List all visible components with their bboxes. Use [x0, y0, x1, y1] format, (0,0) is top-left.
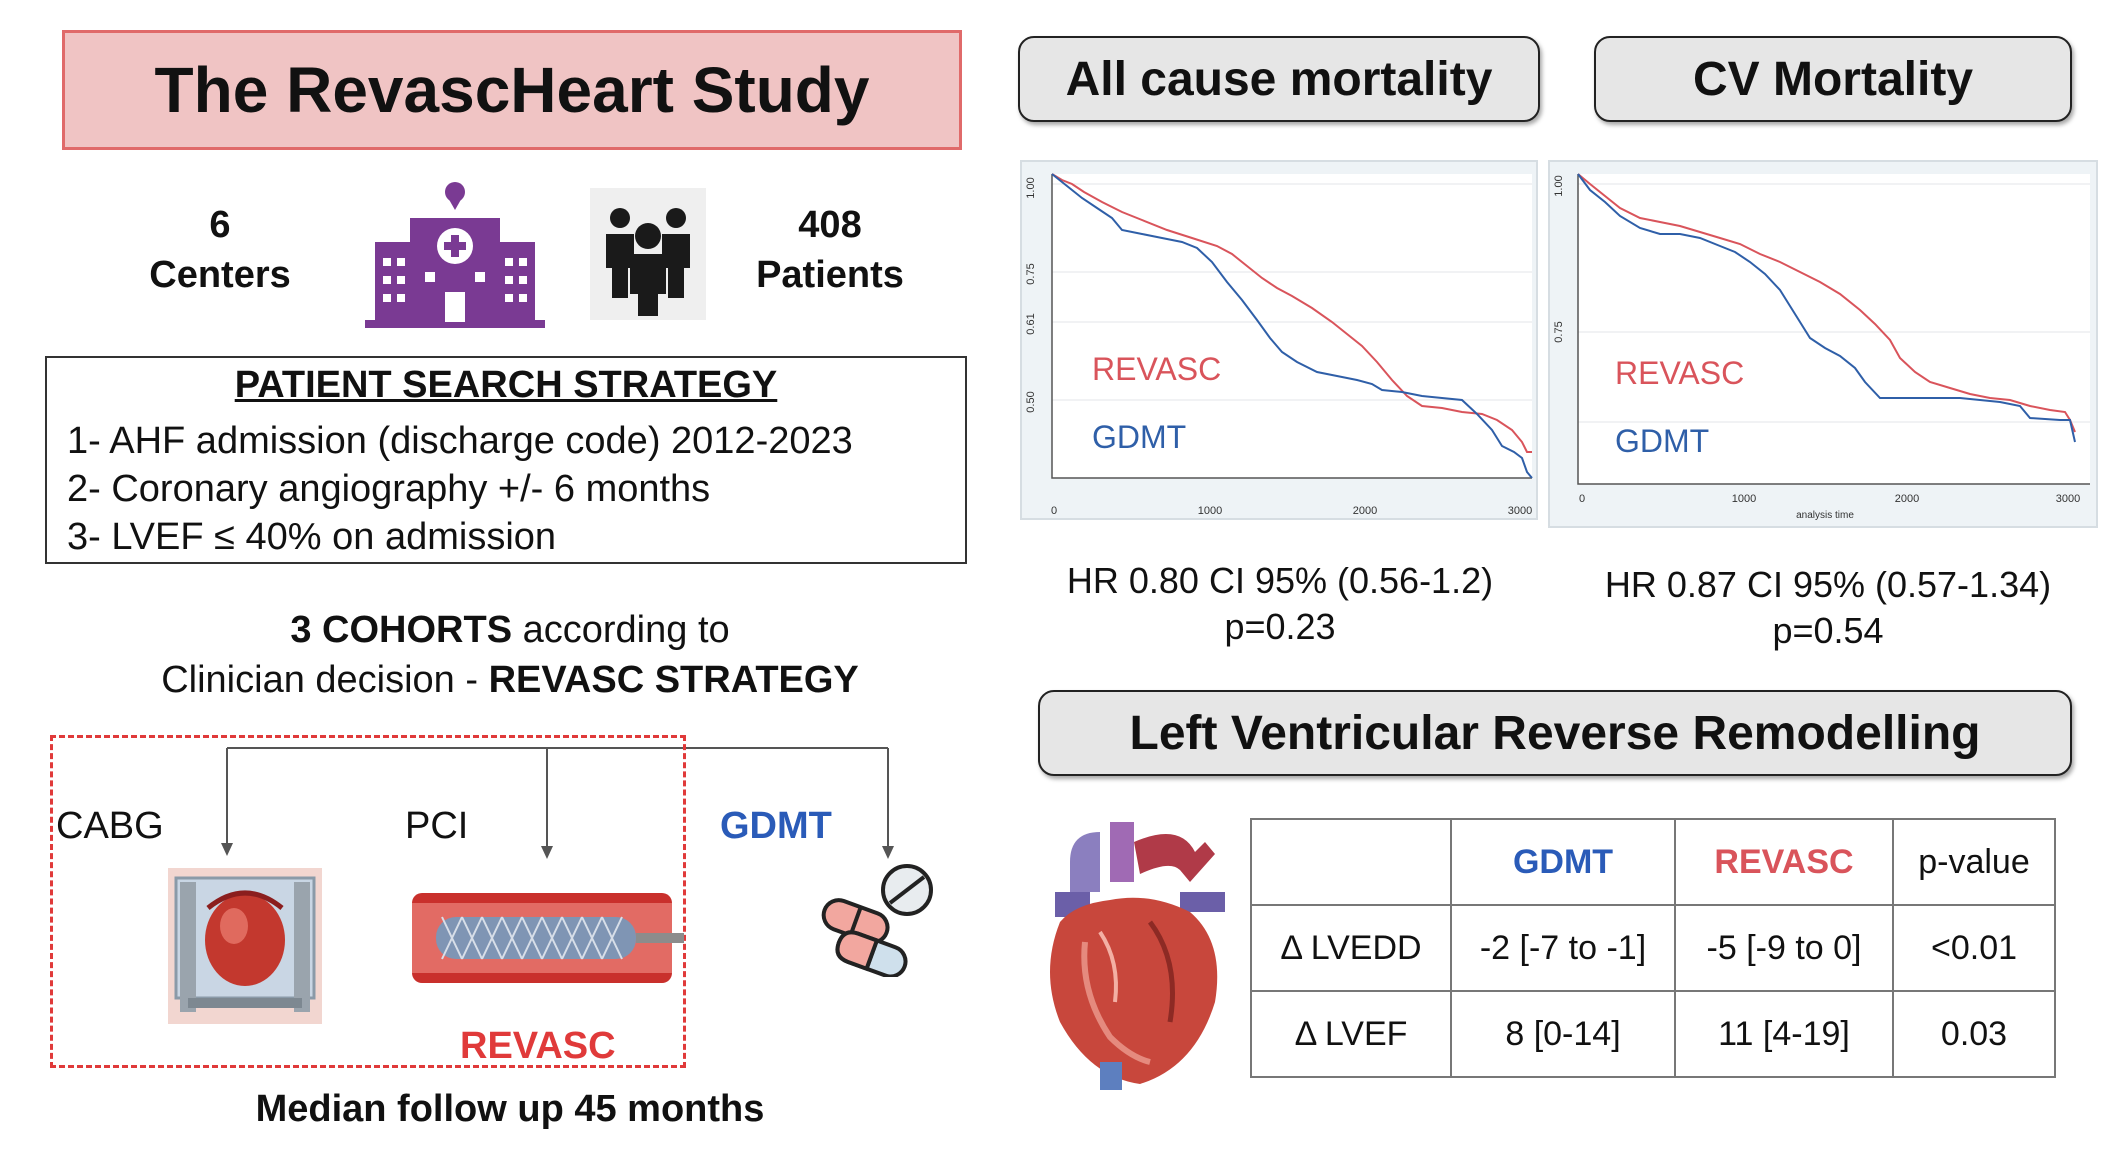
km1-ytick-3: 0.61 — [1025, 313, 1037, 334]
km1-hazard-ratio: HR 0.80 CI 95% (0.56-1.2) p=0.23 — [1000, 558, 1560, 650]
lvef-revasc: 11 [4-19] — [1674, 990, 1894, 1078]
cv-mortality-heading: CV Mortality — [1594, 36, 2072, 122]
km-plot-all-cause: 1.00 0.75 0.61 0.50 0 1000 2000 3000 REV… — [1020, 160, 1538, 520]
km2-gdmt-label: GDMT — [1615, 423, 1709, 459]
cohorts-according: according to — [512, 609, 730, 651]
km-plot-cv: 1.00 0.75 0 1000 2000 3000 analysis time… — [1548, 160, 2098, 528]
search-item-1: 1- AHF admission (discharge code) 2012-2… — [67, 420, 853, 462]
pills-icon — [821, 864, 933, 977]
stent-icon — [412, 893, 684, 983]
study-title: The RevascHeart Study — [62, 30, 962, 150]
lvedd-gdmt: -2 [-7 to -1] — [1450, 904, 1676, 992]
all-cause-mortality-heading: All cause mortality — [1018, 36, 1540, 122]
km2-hr-line: HR 0.87 CI 95% (0.57-1.34) — [1604, 564, 2052, 605]
km2-revasc-label: REVASC — [1615, 355, 1744, 391]
clinician-decision: Clinician decision - — [161, 659, 489, 701]
km2-ytick-2: 0.75 — [1553, 321, 1565, 342]
cabg-surgery-icon — [168, 868, 322, 1024]
patients-number: 408 — [798, 204, 862, 246]
revasc-cohort-label: REVASC — [460, 1025, 616, 1067]
cabg-label: CABG — [56, 805, 164, 847]
km2-xtick-4: 3000 — [2056, 493, 2080, 505]
table-header-revasc: REVASC — [1674, 818, 1894, 906]
lvef-gdmt: 8 [0-14] — [1450, 990, 1676, 1078]
lvedd-revasc: -5 [-9 to 0] — [1674, 904, 1894, 992]
lvedd-label: Δ LVEDD — [1250, 904, 1452, 992]
patients-stat: 408 Patients — [720, 200, 940, 300]
revasc-dashed-box — [50, 735, 686, 1068]
table-row: Δ LVEDD -2 [-7 to -1] -5 [-9 to 0] <0.01 — [1250, 904, 2056, 992]
km1-gdmt-curve — [1051, 173, 1533, 479]
lvef-label: Δ LVEF — [1250, 990, 1452, 1078]
lvef-pvalue: 0.03 — [1892, 990, 2056, 1078]
km1-xtick-4: 3000 — [1508, 505, 1532, 517]
cohorts-description: 3 COHORTS according to Clinician decisio… — [60, 605, 960, 705]
search-item-3: 3- LVEF ≤ 40% on admission — [67, 516, 557, 558]
search-strategy-title: PATIENT SEARCH STRATEGY — [234, 364, 778, 406]
centers-number: 6 — [209, 204, 231, 246]
km1-revasc-label: REVASC — [1092, 351, 1221, 387]
table-header-gdmt: GDMT — [1450, 818, 1676, 906]
cohorts-count: 3 COHORTS — [290, 609, 513, 651]
median-followup: Median follow up 45 months — [255, 1088, 765, 1130]
table-header-row: GDMT REVASC p-value — [1250, 818, 2056, 906]
km2-xtick-3: 2000 — [1895, 493, 1919, 505]
km2-xtick-1: 0 — [1579, 493, 1585, 505]
cohort-flow-arrows — [221, 747, 894, 859]
table-header-empty — [1250, 818, 1452, 906]
km1-gdmt-label: GDMT — [1092, 419, 1186, 455]
patients-label: Patients — [756, 254, 904, 296]
km1-ytick-4: 0.50 — [1025, 391, 1037, 412]
revasc-strategy: REVASC STRATEGY — [488, 659, 859, 701]
km1-ytick-1: 1.00 — [1025, 177, 1037, 198]
km1-revasc-curve — [1051, 173, 1532, 453]
table-row: Δ LVEF 8 [0-14] 11 [4-19] 0.03 — [1250, 990, 2056, 1078]
heart-anatomy-icon — [1030, 822, 1240, 1092]
search-item-2: 2- Coronary angiography +/- 6 months — [67, 468, 711, 510]
lvedd-pvalue: <0.01 — [1892, 904, 2056, 992]
centers-stat: 6 Centers — [120, 200, 320, 300]
km1-xtick-1: 0 — [1051, 505, 1057, 517]
km1-p-value: p=0.23 — [1224, 606, 1336, 647]
km2-xlabel: analysis time — [1796, 510, 1854, 521]
patient-search-strategy-box: PATIENT SEARCH STRATEGY 1- AHF admission… — [45, 356, 967, 564]
km1-xtick-3: 2000 — [1353, 505, 1377, 517]
lv-remodelling-heading: Left Ventricular Reverse Remodelling — [1038, 690, 2072, 776]
table-header-pvalue: p-value — [1892, 818, 2056, 906]
km2-gdmt-curve — [1577, 173, 2076, 443]
hospital-icon — [365, 182, 545, 328]
centers-label: Centers — [149, 254, 291, 296]
km2-ytick-1: 1.00 — [1553, 175, 1565, 196]
km1-hr-line: HR 0.80 CI 95% (0.56-1.2) — [1066, 560, 1494, 601]
gdmt-cohort-label: GDMT — [720, 805, 832, 847]
km2-hazard-ratio: HR 0.87 CI 95% (0.57-1.34) p=0.54 — [1568, 562, 2088, 654]
people-group-icon — [590, 188, 706, 320]
pci-label: PCI — [405, 805, 469, 847]
lv-remodelling-table: GDMT REVASC p-value Δ LVEDD -2 [-7 to -1… — [1250, 818, 2056, 1078]
km1-ytick-2: 0.75 — [1025, 263, 1037, 284]
km1-xtick-2: 1000 — [1198, 505, 1222, 517]
km2-xtick-2: 1000 — [1732, 493, 1756, 505]
km2-p-value: p=0.54 — [1772, 610, 1884, 651]
km2-revasc-curve — [1577, 173, 2076, 433]
